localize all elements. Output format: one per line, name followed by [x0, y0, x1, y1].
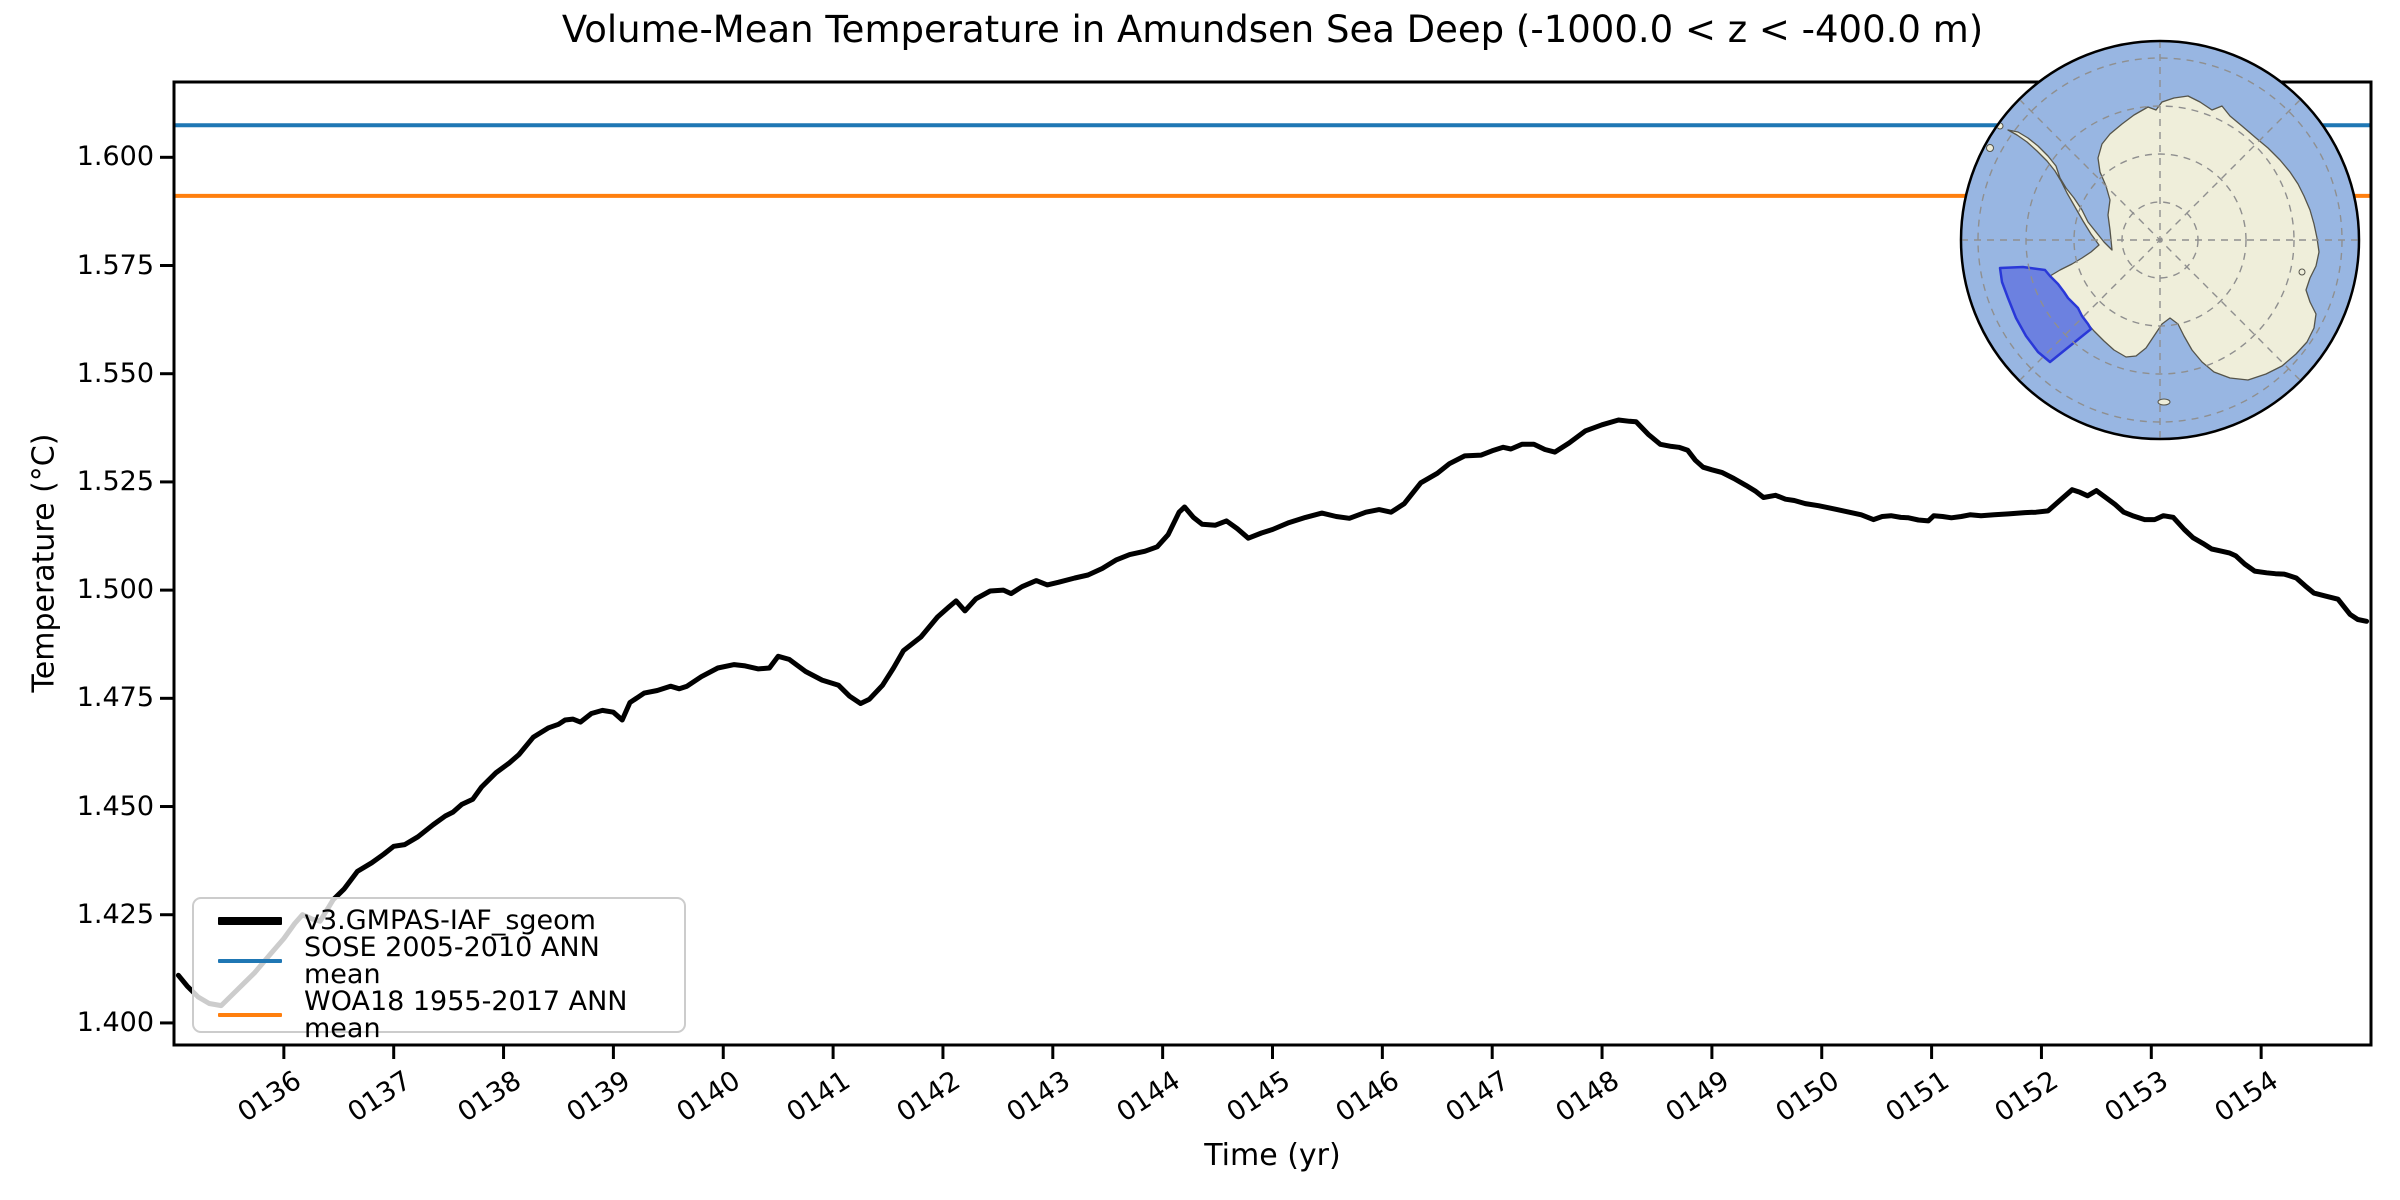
- y-tick-label: 1.425: [76, 898, 154, 930]
- plot-frame: [172, 80, 2373, 1047]
- graticule: [1962, 42, 2358, 438]
- legend-line-swatch-blue: [218, 959, 282, 963]
- inset-map-outline: [1959, 39, 2361, 441]
- y-tick-label: 1.575: [76, 249, 154, 281]
- antarctica-landmass: [2007, 95, 2320, 381]
- y-tick-label: 1.400: [76, 1006, 154, 1038]
- legend-label: SOSE 2005-2010 ANN mean: [304, 932, 600, 990]
- island: [2157, 398, 2171, 406]
- x-axis-label: Time (yr): [1204, 1138, 1341, 1173]
- legend-label: WOA18 1955-2017 ANN mean: [304, 986, 628, 1044]
- legend: v3.GMPAS-IAF_sgeom SOSE 2005-2010 ANN me…: [192, 897, 686, 1042]
- legend-entry-woa18: WOA18 1955-2017 ANN mean: [194, 988, 684, 1042]
- y-tick-label: 1.450: [76, 790, 154, 822]
- series-line: [175, 417, 2370, 1009]
- y-tick-label: 1.600: [76, 141, 154, 173]
- legend-entry-model: v3.GMPAS-IAF_sgeom: [194, 907, 684, 934]
- y-tick-label: 1.500: [76, 574, 154, 606]
- y-tick-label: 1.525: [76, 465, 154, 497]
- legend-line-swatch-black: [218, 916, 282, 925]
- legend-label: v3.GMPAS-IAF_sgeom: [304, 905, 596, 936]
- legend-line-swatch-orange: [218, 1013, 282, 1017]
- legend-entry-sose: SOSE 2005-2010 ANN mean: [194, 934, 684, 988]
- island: [2298, 268, 2306, 276]
- amundsen-region-highlight: [1998, 265, 2093, 364]
- y-tick-label: 1.550: [76, 357, 154, 389]
- chart-title: Volume-Mean Temperature in Amundsen Sea …: [561, 8, 1984, 51]
- island: [1986, 144, 1994, 152]
- antarctica-inset-map: [1959, 39, 2361, 441]
- y-tick-label: 1.475: [76, 682, 154, 714]
